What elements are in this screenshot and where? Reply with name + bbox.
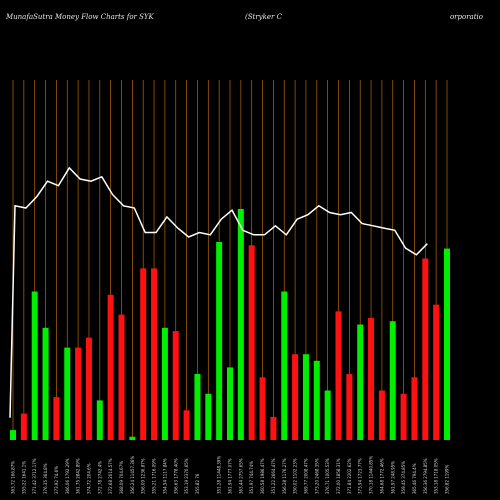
x-tick-label: 371.42 3712.17% xyxy=(32,458,37,494)
x-tick-label: 361.94 1777.07% xyxy=(228,458,233,494)
x-tick-label: 372.68 2014.57% xyxy=(108,458,113,494)
x-tick-label: 373.92 74.6% xyxy=(54,466,59,494)
money-flow-bar xyxy=(205,393,212,440)
x-tick-label: 371.84 2202.62% xyxy=(347,458,352,494)
company-name-part-b: orporatio xyxy=(449,13,483,21)
x-tick-label: 366.06 1792.29% xyxy=(65,458,70,494)
x-tick-label: 359.45 374.85% xyxy=(401,461,406,494)
money-flow-bar xyxy=(302,354,309,440)
money-flow-bar xyxy=(400,393,407,440)
money-flow-bar xyxy=(85,337,92,440)
money-flow-bar xyxy=(368,317,375,440)
money-flow-bar xyxy=(172,331,179,440)
x-tick-label: 368.09 704.67% xyxy=(119,461,124,494)
x-tick-label: 373.20 2468.35% xyxy=(314,458,319,494)
money-flow-bar xyxy=(64,347,71,440)
money-flow-bar xyxy=(42,327,49,440)
x-tick-label: 355.21 1716.09% xyxy=(152,458,157,494)
money-flow-bar xyxy=(20,413,27,440)
money-flow-bar xyxy=(248,245,255,440)
x-tick-label: 356.28 1176.27% xyxy=(282,458,287,494)
x-tick-label: 370.18 11440.85% xyxy=(369,456,374,494)
money-flow-bar xyxy=(422,258,429,440)
money-flow-bar xyxy=(96,400,103,440)
x-tick-label: 356.09 1236.87% xyxy=(141,458,146,494)
x-tick-label: 363.72 166.87% xyxy=(11,461,16,494)
x-tick-label: 376.71 1005.53% xyxy=(325,458,330,494)
money-flow-bar xyxy=(281,291,288,440)
x-tick-label: 351.28 11448.39% xyxy=(217,456,222,494)
x-tick-labels: 363.72 166.87% 355.22 1641.1% 371.42 3712.… xyxy=(11,456,450,494)
x-tick-label: 372.78 2742.4% xyxy=(97,461,102,494)
x-tick-label: 351.22 2664.47% xyxy=(271,458,276,494)
x-tick-label: 360.58 1986.47% xyxy=(260,458,265,494)
money-flow-bar xyxy=(444,248,450,440)
money-flow-bar xyxy=(75,347,82,440)
money-flow-bar xyxy=(389,321,396,440)
money-flow-bar xyxy=(259,377,266,440)
chart-title: MunafaSutra Money Flow Charts for SYK xyxy=(6,13,154,21)
money-flow-bar xyxy=(433,304,440,440)
x-tick-label: 356.24 11457.36% xyxy=(130,456,135,494)
money-flow-bar xyxy=(10,430,16,440)
money-flow-bar xyxy=(183,410,190,440)
x-tick-label: 361.97 248.95% xyxy=(390,461,395,494)
money-flow-bar xyxy=(107,294,114,440)
money-flow-bar xyxy=(216,242,223,440)
x-tick-label: 355.82 76 xyxy=(195,473,200,494)
money-flow-bar xyxy=(129,436,136,440)
money-flow-bar xyxy=(292,354,299,440)
x-tick-label: 369.77 2008.47% xyxy=(303,458,308,494)
x-tick-label: 350.02 1102.23% xyxy=(293,458,298,494)
money-flow-bar xyxy=(411,377,418,440)
money-flow-bar xyxy=(31,291,38,440)
x-tick-label: 353.19 2370.65% xyxy=(184,458,189,494)
x-tick-label: 374.72 204.6% xyxy=(86,463,91,494)
x-tick-label: 373.94 1723.77% xyxy=(358,458,363,494)
x-tick-label: 365.46 794.4% xyxy=(412,463,417,494)
money-flow-bar xyxy=(357,324,364,440)
x-tick-label: 361.75 2842.89% xyxy=(76,458,81,494)
money-flow-bar xyxy=(140,268,147,440)
money-flow-bar xyxy=(161,327,168,440)
money-flow-bars xyxy=(10,209,450,440)
x-tick-label: 353.18 1718.05% xyxy=(434,458,439,494)
money-flow-bar xyxy=(53,397,60,440)
x-tick-label: 356.36 2794.85% xyxy=(423,458,428,494)
company-name: (Stryker C orporatio xyxy=(245,13,483,21)
x-tick-label: 355.22 1641.1% xyxy=(21,461,26,494)
x-tick-label: 372.00 1858.31% xyxy=(336,458,341,494)
x-tick-label: 376.35 364.8% xyxy=(43,463,48,494)
money-flow-bar xyxy=(118,314,125,440)
x-tick-label: 356.82 1199% xyxy=(445,465,450,494)
x-tick-label: 351.97 744.74% xyxy=(249,461,254,494)
x-tick-label: 363.44 2757.65% xyxy=(238,458,243,494)
money-flow-bar xyxy=(346,374,353,440)
money-flow-bar xyxy=(335,311,342,440)
x-tick-label: 356.63 1778.40% xyxy=(173,458,178,494)
money-flow-bar xyxy=(324,390,331,440)
money-flow-bar xyxy=(227,367,233,440)
x-tick-label: 354.54 1117.84% xyxy=(162,458,167,494)
money-flow-bar xyxy=(313,360,320,440)
money-flow-bar xyxy=(378,390,385,440)
company-name-part-a: (Stryker C xyxy=(245,13,282,21)
x-tick-label: 364.68 1772.46% xyxy=(379,458,384,494)
money-flow-bar xyxy=(237,209,244,440)
money-flow-bar xyxy=(194,374,201,440)
money-flow-bar xyxy=(151,268,158,440)
money-flow-bar xyxy=(270,416,277,440)
price-line xyxy=(9,166,428,418)
